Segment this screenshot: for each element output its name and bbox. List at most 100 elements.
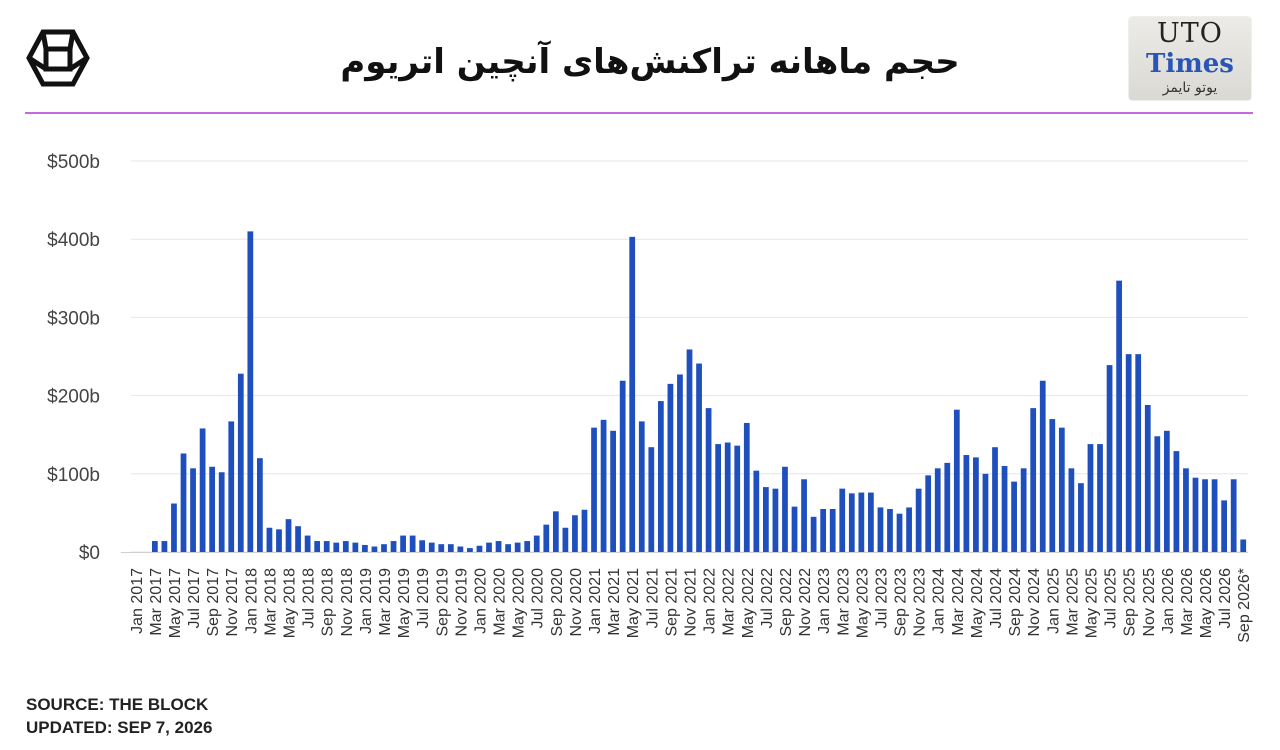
x-tick-label: Jul 2019	[415, 568, 432, 629]
bar	[629, 236, 636, 552]
bar	[1039, 380, 1046, 552]
bar	[839, 488, 846, 552]
bar	[944, 462, 951, 552]
bar	[1106, 365, 1113, 552]
bar	[858, 492, 865, 552]
bar	[1173, 451, 1180, 552]
y-tick-label: $0	[79, 543, 100, 564]
x-tick-label: Jul 2017	[186, 568, 203, 629]
bar	[1154, 436, 1161, 552]
x-tick-label: Jan 2020	[473, 568, 490, 634]
bar	[295, 526, 301, 552]
x-tick-label: Mar 2021	[606, 568, 623, 636]
bar	[151, 541, 158, 552]
the-block-cube-logo-icon	[26, 29, 90, 87]
bar	[610, 430, 616, 552]
bar	[829, 508, 836, 552]
bar	[438, 544, 445, 552]
bar	[428, 542, 435, 552]
x-tick-label: Sep 2017	[205, 568, 222, 637]
x-tick-label: Mar 2025	[1064, 568, 1081, 636]
x-tick-label: May 2026	[1198, 568, 1215, 638]
x-tick-label: Jul 2025	[1103, 568, 1120, 629]
bar	[1221, 500, 1228, 552]
x-tick-label: May 2019	[396, 568, 413, 638]
bar	[381, 544, 387, 552]
updated-label: UPDATED: SEP 7, 2026	[26, 718, 213, 737]
x-tick-label: Jan 2021	[587, 568, 604, 634]
bar	[667, 383, 674, 552]
bar	[868, 492, 874, 552]
x-tick-label: Nov 2018	[339, 568, 356, 637]
bar	[371, 546, 378, 552]
bar	[552, 511, 559, 552]
bar	[686, 349, 693, 552]
bar	[743, 422, 750, 552]
x-tick-label: Sep 2025	[1122, 568, 1139, 637]
bar	[1125, 354, 1132, 552]
bar	[543, 524, 550, 552]
bar	[514, 542, 521, 552]
bar	[1097, 444, 1103, 552]
bar	[648, 447, 655, 552]
chart-title: حجم ماهانه تراکنش‌های آنچین اتریوم	[340, 42, 960, 82]
bar	[533, 535, 540, 552]
bar	[276, 529, 282, 552]
x-tick-label: Jan 2024	[931, 568, 948, 634]
bar	[734, 445, 741, 552]
x-tick-label: Jan 2017	[129, 568, 146, 634]
x-tick-label: Nov 2020	[568, 568, 585, 637]
bar	[877, 507, 884, 552]
y-tick-label: $500b	[47, 152, 100, 173]
bar	[180, 453, 187, 552]
header: حجم ماهانه تراکنش‌های آنچین اتریوم UTO T…	[0, 0, 1280, 115]
bar	[1078, 483, 1084, 552]
bar	[562, 527, 569, 552]
x-tick-label: Sep 2022	[778, 568, 795, 637]
x-tick-label: Jul 2026	[1217, 568, 1234, 629]
bar	[486, 542, 492, 552]
bar	[1211, 479, 1218, 552]
bar	[352, 542, 359, 552]
x-tick-label: Nov 2024	[1026, 568, 1043, 637]
bar	[925, 475, 932, 552]
bar	[1230, 479, 1237, 552]
bar	[1058, 427, 1065, 552]
x-tick-label: Mar 2019	[377, 568, 394, 636]
bar	[457, 546, 464, 552]
logo-line-1: UTO	[1157, 18, 1223, 49]
x-tick-label: Sep 2020	[549, 568, 566, 637]
bar	[581, 509, 588, 552]
bar	[333, 542, 340, 552]
x-tick-label: May 2020	[511, 568, 528, 638]
bar	[476, 545, 483, 552]
bar	[505, 544, 511, 552]
x-tick-label: Sep 2021	[663, 568, 680, 637]
bar	[982, 473, 989, 552]
x-tick-label: Nov 2023	[912, 568, 929, 637]
bar	[323, 541, 330, 552]
bar	[390, 541, 397, 552]
logo-line-2: Times	[1146, 49, 1234, 79]
y-tick-label: $300b	[47, 308, 100, 329]
bar	[820, 508, 827, 552]
bar	[992, 447, 998, 552]
uto-times-logo: UTO Times یوتو تایمز	[1129, 17, 1251, 100]
bar	[963, 455, 970, 552]
x-tick-label: Jul 2018	[301, 568, 318, 629]
bar	[619, 380, 626, 552]
x-tick-label: Mar 2024	[950, 568, 967, 636]
bar	[1087, 444, 1094, 552]
bar	[1049, 419, 1056, 552]
bar	[1011, 481, 1017, 552]
bar	[887, 508, 893, 552]
bar	[266, 527, 273, 552]
logo-line-3: یوتو تایمز	[1162, 80, 1218, 96]
bar	[953, 409, 960, 552]
x-tick-label: Jan 2018	[243, 568, 260, 634]
bar	[810, 516, 817, 552]
source-label: SOURCE: THE BLOCK	[26, 695, 209, 714]
bar	[228, 421, 235, 552]
x-tick-label: Jul 2022	[759, 568, 776, 629]
